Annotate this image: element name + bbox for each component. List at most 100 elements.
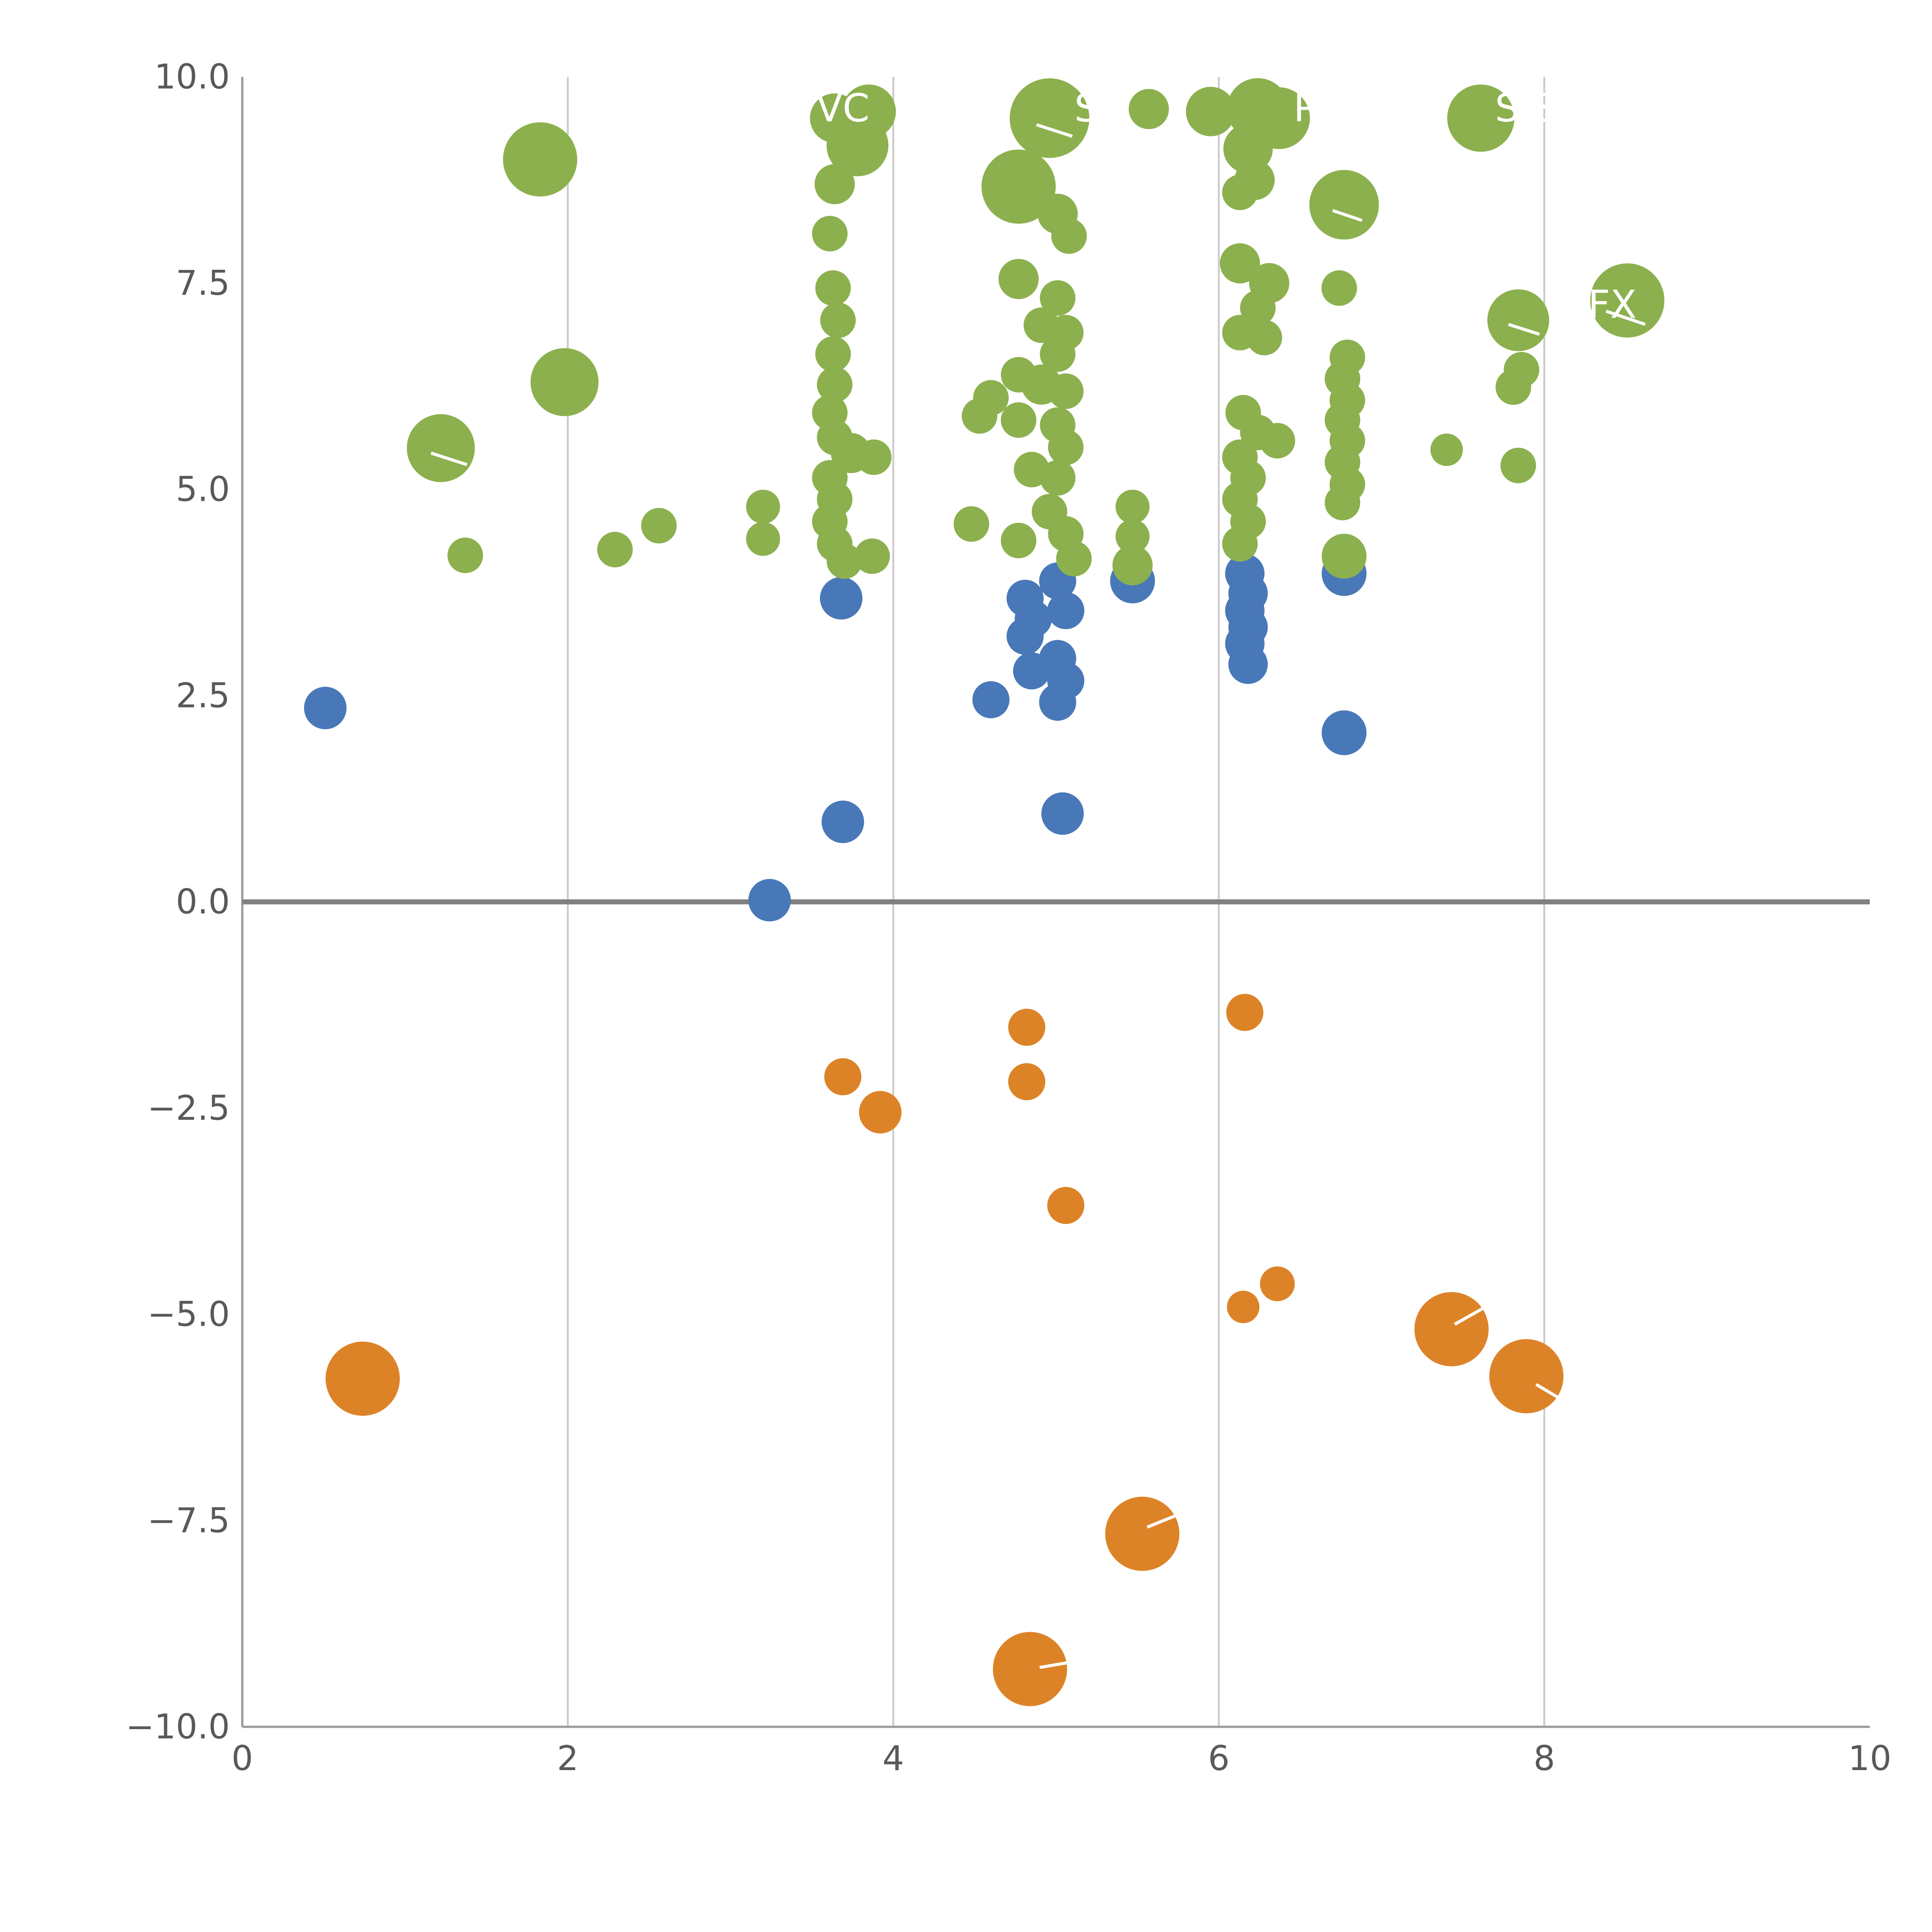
bubble-positive-green bbox=[827, 543, 862, 579]
bubble-neutral-blue bbox=[1039, 684, 1077, 721]
bubble-negative-orange bbox=[1489, 1339, 1564, 1413]
bubble-neutral-blue bbox=[748, 879, 791, 922]
bubble-neutral-blue bbox=[1047, 592, 1085, 629]
annotation-leader-line bbox=[1535, 1383, 1566, 1403]
bubble-positive-green bbox=[953, 506, 989, 542]
y-tick-label: 0.0 bbox=[176, 882, 230, 922]
y-tick-label: −10.0 bbox=[126, 1707, 230, 1747]
bubble-positive-green bbox=[856, 439, 892, 475]
y-tick-label: 2.5 bbox=[176, 675, 230, 715]
bubble-positive-green bbox=[447, 537, 483, 573]
bubble-positive-green bbox=[1325, 485, 1361, 520]
annotation-leader-line bbox=[1039, 1661, 1070, 1669]
bubble-neutral-blue bbox=[1228, 645, 1268, 684]
bubble-positive-green bbox=[827, 114, 889, 177]
bubble-negative-orange bbox=[1105, 1497, 1180, 1571]
bubble-negative-orange bbox=[1008, 1009, 1046, 1046]
bubble-positive-green bbox=[820, 302, 856, 338]
bubble-negative-orange bbox=[1008, 1063, 1046, 1100]
y-tick-label: −7.5 bbox=[147, 1500, 230, 1540]
x-tick-label: 8 bbox=[1534, 1738, 1555, 1778]
bubble-positive-green bbox=[1495, 369, 1531, 405]
bubble-negative-orange bbox=[1227, 1291, 1260, 1323]
bubble-positive-green bbox=[815, 336, 851, 372]
bubble-positive-green bbox=[746, 522, 780, 556]
annotation-leader-line bbox=[1454, 1306, 1485, 1326]
x-tick-label: 0 bbox=[231, 1738, 253, 1778]
annotation-leader-line bbox=[1036, 123, 1073, 138]
bubble-negative-orange bbox=[824, 1058, 862, 1095]
bubble-label: S-S bbox=[1495, 85, 1558, 131]
y-tick-label: −5.0 bbox=[147, 1294, 230, 1334]
bubble-label: P bbox=[1293, 85, 1316, 131]
bubble-positive-green bbox=[815, 164, 855, 204]
bubble-positive-green bbox=[1001, 522, 1037, 558]
bubble-positive-green bbox=[1219, 243, 1260, 284]
bubble-positive-green bbox=[1048, 429, 1084, 465]
bubble-neutral-blue bbox=[1321, 710, 1367, 755]
x-tick-label: 4 bbox=[883, 1738, 904, 1778]
bubble-positive-green bbox=[597, 532, 633, 568]
bubble-label: SM bbox=[1074, 85, 1132, 131]
bubble-neutral-blue bbox=[304, 687, 347, 730]
x-tick-label: 6 bbox=[1208, 1738, 1230, 1778]
bubble-positive-green bbox=[1247, 320, 1282, 355]
bubble-label: VC bbox=[816, 85, 869, 131]
bubble-positive-green bbox=[503, 122, 577, 197]
bubble-positive-green bbox=[1040, 336, 1076, 372]
bubble-positive-green bbox=[746, 490, 780, 524]
bubble-neutral-blue bbox=[972, 681, 1010, 718]
bubble-positive-green bbox=[854, 538, 890, 574]
bubble-positive-green bbox=[1051, 218, 1087, 254]
annotation-leader-line bbox=[1146, 1512, 1180, 1529]
x-tick-label: 2 bbox=[557, 1738, 578, 1778]
bubble-neutral-blue bbox=[1041, 792, 1084, 835]
bubble-negative-orange bbox=[1047, 1187, 1085, 1224]
bubble-negative-orange bbox=[859, 1091, 902, 1134]
plot-area: VC SM P S-S ICFX bbox=[304, 78, 1665, 1706]
annotation-leader-line bbox=[1508, 323, 1540, 336]
bubble-positive-green bbox=[812, 216, 848, 252]
bubble-negative-orange bbox=[1226, 994, 1264, 1031]
bubble-positive-green bbox=[641, 508, 677, 544]
bubble-positive-green bbox=[1056, 541, 1092, 577]
bubble-positive-green bbox=[1112, 545, 1153, 585]
bubble-positive-green bbox=[1321, 270, 1357, 306]
bubble-positive-green bbox=[998, 259, 1039, 299]
bubble-positive-green bbox=[1222, 174, 1258, 210]
bubble-positive-green bbox=[1430, 434, 1463, 466]
bubble-positive-green bbox=[1040, 460, 1076, 496]
x-tick-label: 10 bbox=[1848, 1738, 1891, 1778]
y-tick-label: −2.5 bbox=[147, 1088, 230, 1128]
bubble-positive-green bbox=[1321, 534, 1367, 579]
y-tick-label: 10.0 bbox=[154, 57, 230, 97]
bubble-positive-green bbox=[1259, 423, 1295, 459]
annotation-leader-line bbox=[430, 451, 468, 466]
bubble-positive-green bbox=[1186, 87, 1236, 136]
bubble-positive-green bbox=[1487, 289, 1549, 351]
bubble-label: ICFX bbox=[1549, 282, 1636, 327]
bubble-negative-orange bbox=[325, 1342, 400, 1416]
bubble-positive-green bbox=[1590, 263, 1665, 338]
bubble-positive-green bbox=[1048, 373, 1084, 409]
bubble-positive-green bbox=[1240, 290, 1276, 326]
annotation-leader-line bbox=[1332, 209, 1363, 222]
bubble-positive-green bbox=[962, 398, 998, 434]
bubble-positive-green bbox=[1309, 170, 1379, 240]
bubble-positive-green bbox=[981, 149, 1056, 224]
bubble-positive-green bbox=[1115, 490, 1150, 524]
bubble-positive-green bbox=[1447, 84, 1515, 152]
bubble-positive-green bbox=[1001, 402, 1037, 438]
bubble-positive-green bbox=[1010, 78, 1090, 158]
bubble-positive-green bbox=[530, 348, 599, 416]
bubble-neutral-blue bbox=[820, 577, 863, 620]
bubble-positive-green bbox=[1129, 89, 1169, 129]
bubble-neutral-blue bbox=[1006, 617, 1044, 655]
bubble-negative-orange bbox=[1414, 1292, 1489, 1366]
bubble-neutral-blue bbox=[821, 800, 864, 843]
bubble-positive-green bbox=[406, 414, 475, 482]
bubble-positive-green bbox=[1500, 447, 1536, 483]
y-tick-label: 7.5 bbox=[176, 263, 230, 303]
